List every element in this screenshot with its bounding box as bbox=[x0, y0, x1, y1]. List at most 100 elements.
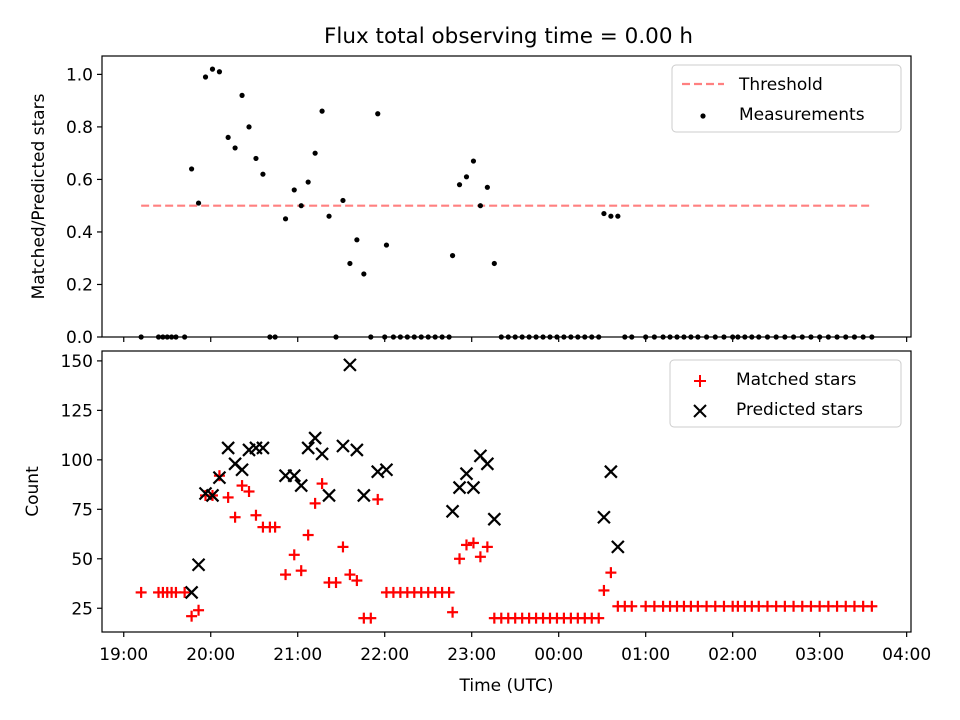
measurement-point bbox=[742, 334, 748, 340]
x-tick-label: 01:00 bbox=[621, 645, 670, 665]
matched-star-point bbox=[443, 586, 455, 598]
top-y-tick-label: 0.6 bbox=[66, 170, 93, 190]
measurement-point bbox=[505, 334, 511, 340]
measurement-point bbox=[470, 158, 477, 164]
matched-star-point bbox=[460, 539, 472, 551]
measurement-point bbox=[449, 252, 456, 259]
measurement-point bbox=[382, 334, 388, 340]
predicted-star-point bbox=[205, 488, 220, 503]
x-tick-label: 23:00 bbox=[447, 645, 496, 665]
bottom-y-tick-label: 150 bbox=[61, 352, 93, 372]
matched-star-point bbox=[269, 521, 281, 533]
matched-star-point bbox=[605, 567, 617, 579]
measurement-point bbox=[601, 210, 607, 217]
measurement-point bbox=[425, 334, 431, 340]
measurement-point bbox=[411, 334, 417, 340]
bottom-panel-count-plot: 25 50 75 100 125 150 19:00 20:00 21:00 22:00 23:00… bbox=[23, 350, 931, 696]
matched-star-point bbox=[447, 606, 459, 618]
matched-star-point bbox=[193, 604, 205, 616]
matched-star-point bbox=[186, 610, 198, 622]
measurement-point bbox=[361, 271, 367, 277]
bottom-y-tick-label: 25 bbox=[71, 599, 93, 619]
matched-star-point bbox=[179, 586, 191, 598]
measurement-point bbox=[390, 334, 397, 340]
bottom-panel-marks bbox=[135, 358, 878, 624]
predicted-star-point bbox=[487, 512, 502, 526]
predicted-star-point bbox=[287, 468, 302, 483]
measurement-point bbox=[615, 213, 621, 219]
measurement-point bbox=[272, 334, 278, 340]
measurement-point bbox=[326, 213, 332, 219]
measurement-point bbox=[834, 334, 840, 340]
measurement-point bbox=[291, 187, 297, 193]
measurement-point bbox=[477, 203, 484, 209]
measurement-point bbox=[209, 66, 216, 72]
measurement-point bbox=[721, 334, 727, 340]
measurement-point bbox=[554, 334, 560, 340]
measurement-point bbox=[695, 334, 701, 340]
bottom-y-tick-label: 50 bbox=[71, 550, 93, 570]
measurement-point bbox=[735, 334, 741, 340]
measurement-point bbox=[439, 334, 445, 340]
predicted-star-point bbox=[336, 439, 350, 453]
measurement-point bbox=[456, 182, 463, 188]
measurement-point bbox=[756, 334, 762, 340]
measurement-point bbox=[282, 216, 289, 222]
measurement-point bbox=[660, 334, 666, 340]
top-panel-ticks: 0.0 0.2 0.4 0.6 0.8 1.0 bbox=[66, 65, 908, 348]
measurement-point bbox=[799, 334, 805, 340]
measurement-point bbox=[860, 334, 866, 340]
matched-star-point bbox=[344, 569, 356, 581]
measurement-point bbox=[547, 334, 553, 340]
bottom-panel-frame bbox=[101, 350, 912, 633]
measurement-point bbox=[267, 334, 273, 340]
predicted-star-point bbox=[466, 480, 481, 495]
matched-star-point bbox=[280, 569, 292, 581]
measurement-point bbox=[703, 334, 710, 340]
predicted-star-point bbox=[221, 441, 235, 455]
measurement-point bbox=[404, 334, 410, 340]
predicted-star-point bbox=[322, 488, 336, 503]
matched-star-point bbox=[372, 493, 384, 505]
predicted-legend-swatch bbox=[693, 404, 707, 418]
measurement-point bbox=[817, 334, 823, 340]
matched-star-point bbox=[213, 470, 225, 482]
measurement-point bbox=[773, 334, 779, 340]
measurement-point bbox=[319, 108, 325, 114]
measurement-point bbox=[643, 334, 649, 340]
measurement-point bbox=[253, 155, 259, 162]
predicted-legend-label: Predicted stars bbox=[736, 400, 863, 420]
measurement-point bbox=[688, 334, 694, 340]
measurement-point bbox=[397, 334, 403, 340]
measurement-point bbox=[246, 124, 252, 130]
measurement-point bbox=[333, 334, 339, 340]
measurement-point bbox=[825, 334, 831, 340]
predicted-star-point bbox=[235, 462, 249, 477]
top-y-axis-label: Matched/Predicted stars bbox=[29, 93, 49, 299]
measurement-point bbox=[582, 334, 588, 340]
matched-star-point bbox=[302, 529, 314, 541]
measurements-legend-swatch bbox=[700, 113, 706, 119]
predicted-star-point bbox=[343, 358, 357, 372]
predicted-star-point bbox=[184, 585, 199, 600]
measurement-point bbox=[232, 145, 238, 151]
measurement-point bbox=[305, 179, 311, 185]
measurement-point bbox=[730, 334, 736, 340]
matched-star-point bbox=[330, 577, 342, 589]
matched-star-point bbox=[295, 565, 307, 577]
matched-star-point bbox=[316, 478, 328, 490]
x-axis-label: Time (UTC) bbox=[459, 676, 554, 696]
x-tick-label: 21:00 bbox=[273, 645, 322, 665]
measurement-point bbox=[260, 171, 266, 177]
matched-legend-label: Matched stars bbox=[736, 370, 856, 390]
measurement-point bbox=[225, 134, 231, 141]
predicted-star-point bbox=[301, 441, 315, 455]
matched-star-point bbox=[467, 537, 479, 549]
predicted-star-point bbox=[379, 462, 394, 477]
top-panel-marks bbox=[138, 66, 875, 340]
matched-star-point bbox=[481, 541, 493, 553]
predicted-star-point bbox=[480, 457, 495, 471]
bottom-y-tick-label: 100 bbox=[61, 451, 93, 471]
matched-star-point bbox=[236, 480, 248, 492]
